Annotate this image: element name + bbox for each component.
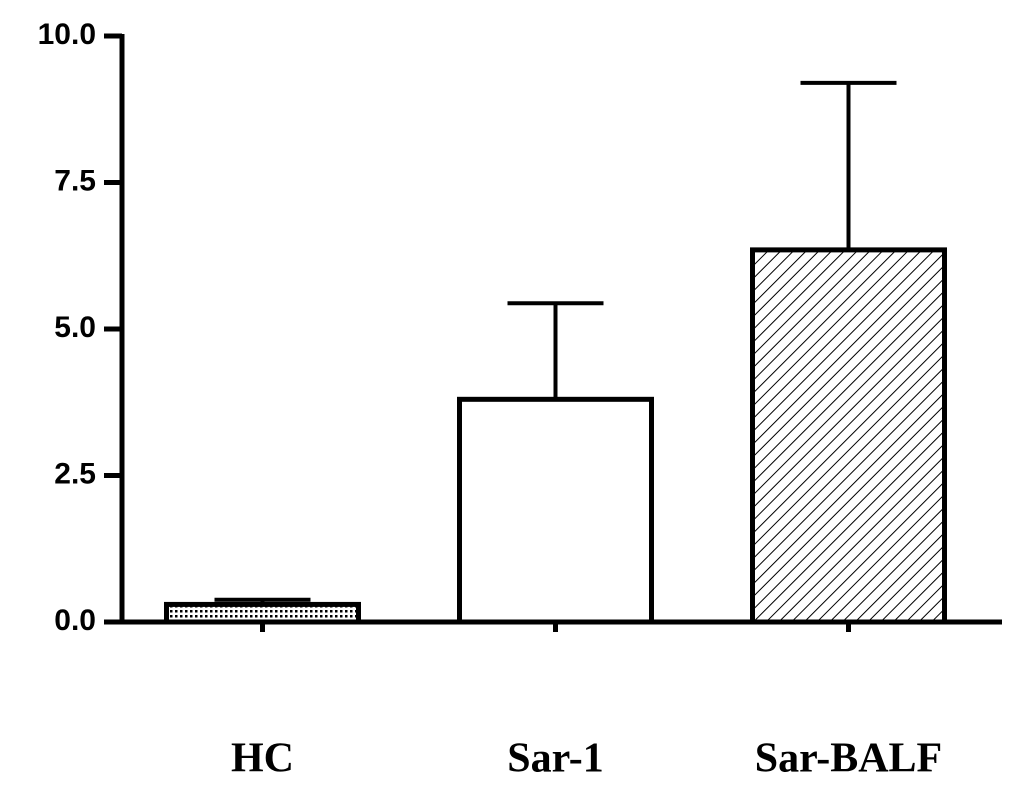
x-tick-label: Sar-1 (507, 736, 603, 782)
x-tick-label: Sar-BALF (755, 736, 942, 782)
y-tick-label: 10.0 (38, 18, 96, 51)
y-tick-label: 7.5 (54, 164, 96, 197)
bar (457, 396, 654, 625)
x-tick-label: HC (231, 736, 294, 782)
bar (164, 601, 361, 625)
y-tick-label: 5.0 (54, 311, 96, 344)
y-tick-label: 2.5 (54, 457, 96, 490)
y-tick-label: 0.0 (54, 604, 96, 637)
bar (750, 247, 947, 625)
